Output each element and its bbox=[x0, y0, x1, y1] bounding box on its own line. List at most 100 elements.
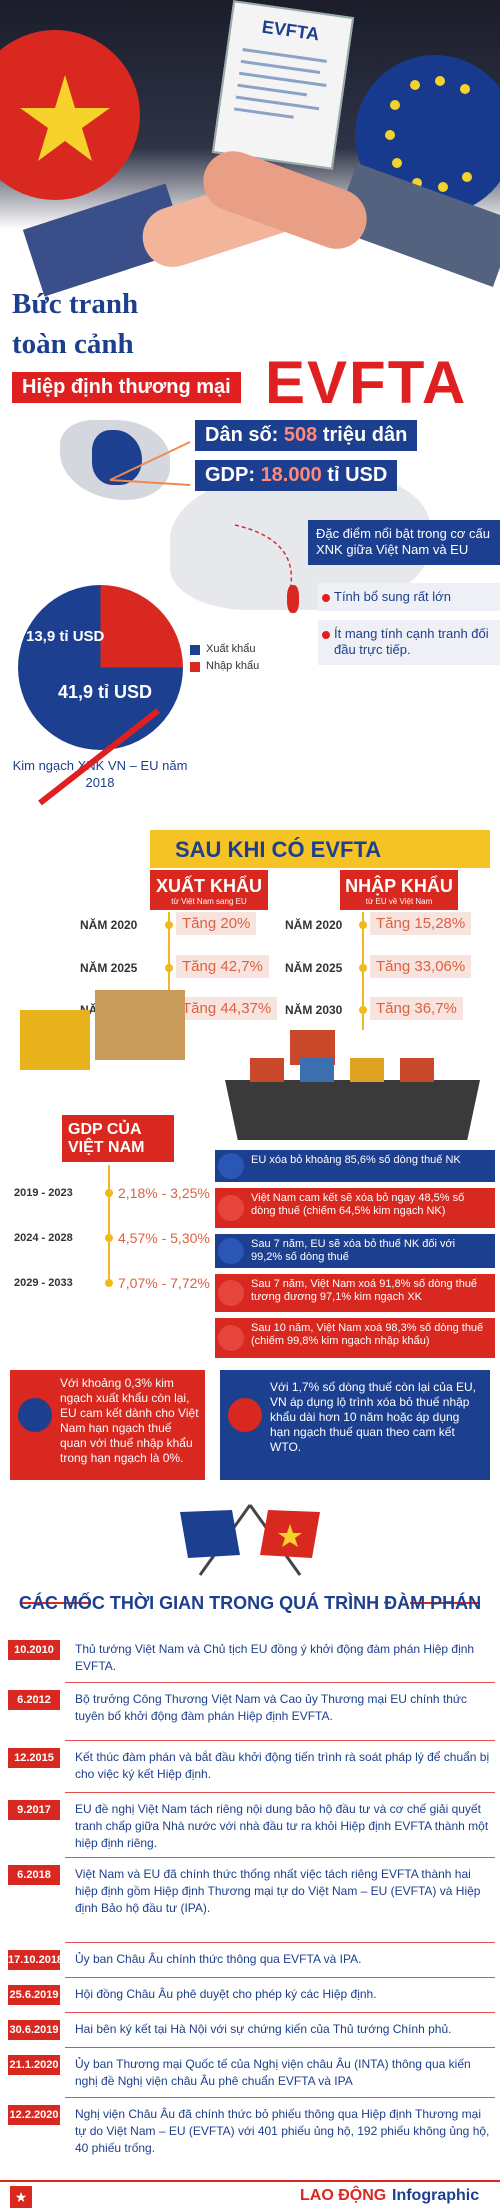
timeline-event-text: Hai bên ký kết tại Hà Nội với sự chứng k… bbox=[75, 2022, 452, 2036]
timeline-event-text: Hội đồng Châu Âu phê duyệt cho phép ký c… bbox=[75, 1987, 377, 2001]
tariff-commitment-row: Sau 7 năm, EU sẽ xóa bỏ thuế NK đối với … bbox=[215, 1234, 495, 1268]
legend-import: Nhập khẩu bbox=[206, 660, 260, 672]
trade-caption: Kim ngạch XNK VN – EU năm 2018 bbox=[12, 758, 188, 790]
gdp-stat: GDP: 18.000 tỉ USD bbox=[195, 460, 398, 491]
bullet-icon bbox=[322, 594, 330, 602]
import-year: NĂM 2025 bbox=[285, 961, 343, 975]
timeline-dot-icon bbox=[359, 921, 367, 929]
vietnam-region-highlight bbox=[287, 585, 299, 613]
import-growth: Tăng 36,7% bbox=[370, 997, 463, 1020]
title-evfta: EVFTA bbox=[265, 349, 468, 416]
import-growth: Tăng 33,06% bbox=[370, 955, 472, 978]
timeline-date-badge: 6.2012 bbox=[8, 1690, 60, 1710]
star-logo-icon: ★ bbox=[10, 2186, 32, 2208]
eu-quota-box: Với khoảng 0,3% kim ngạch xuất khẩu còn … bbox=[10, 1370, 205, 1480]
timeline-event-text: Thủ tướng Việt Nam và Chủ tịch EU đồng ý… bbox=[75, 1642, 475, 1673]
timeline-divider bbox=[65, 2097, 495, 2098]
gdp-growth: 7,07% - 7,72% bbox=[118, 1275, 210, 1291]
timeline-date-badge: 25.6.2019 bbox=[8, 1985, 60, 2005]
population-value: 508 bbox=[283, 424, 318, 446]
timeline-title: CÁC MỐC THỜI GIAN TRONG QUÁ TRÌNH ĐÀM PH… bbox=[18, 1593, 482, 1613]
import-heading: NHẬP KHẨU từ EU về Việt Nam bbox=[340, 870, 458, 910]
timeline-dot-icon bbox=[105, 1234, 113, 1242]
import-year: NĂM 2020 bbox=[285, 918, 343, 932]
gdp-growth: 2,18% - 3,25% bbox=[118, 1185, 210, 1201]
legend-import-swatch bbox=[190, 662, 200, 672]
timeline-dot-icon bbox=[359, 964, 367, 972]
timeline-date-badge: 12.2.2020 bbox=[8, 2105, 60, 2125]
forklift-illustration bbox=[20, 1010, 90, 1070]
timeline-date-badge: 10.2010 bbox=[8, 1640, 60, 1660]
vn-flag-icon bbox=[218, 1325, 244, 1351]
timeline-divider bbox=[65, 1792, 495, 1793]
timeline-divider bbox=[65, 2012, 495, 2013]
cargo-boxes-illustration bbox=[95, 990, 185, 1060]
title-line-1: Bức tranh bbox=[12, 288, 139, 320]
pie-export-label: 41,9 tỉ USD bbox=[58, 682, 153, 702]
footer: ★ LAO ĐỘNG Infographic bbox=[0, 2180, 500, 2212]
population-stat: Dân số: 508 triệu dân bbox=[195, 420, 418, 451]
gdp-period: 2024 - 2028 bbox=[14, 1232, 73, 1244]
brand-name: LAO ĐỘNG bbox=[300, 2187, 387, 2204]
vn-flag-icon bbox=[218, 1280, 244, 1306]
timeline-date-badge: 17.10.2018 bbox=[8, 1950, 63, 1970]
timeline-divider bbox=[65, 1740, 495, 1741]
tariff-commitment-row: EU xóa bỏ khoảng 85,6% số dòng thuế NK bbox=[215, 1150, 495, 1182]
legend-export: Xuất khẩu bbox=[206, 643, 256, 655]
export-growth: Tăng 20% bbox=[176, 912, 257, 935]
gdp-axis-line bbox=[108, 1165, 110, 1285]
features-heading: Đặc điểm nổi bật trong cơ cấu XNK giữa V… bbox=[308, 520, 500, 565]
import-year: NĂM 2030 bbox=[285, 1003, 343, 1017]
timeline-divider bbox=[65, 1857, 495, 1858]
timeline-event-text: Kết thúc đàm phán và bắt đầu khởi động t… bbox=[75, 1750, 490, 1781]
brand-suffix: Infographic bbox=[392, 2187, 480, 2204]
timeline-divider bbox=[65, 2047, 495, 2048]
timeline-event-text: Ủy ban Châu Âu chính thức thông qua EVFT… bbox=[75, 1952, 362, 1966]
crossed-flags-icon bbox=[180, 1504, 320, 1576]
timeline-date-badge: 12.2015 bbox=[8, 1748, 60, 1768]
tariff-commitment-row: Sau 7 năm, Việt Nam xoá 91,8% số dòng th… bbox=[215, 1274, 495, 1312]
export-heading: XUẤT KHẨU từ Việt Nam sang EU bbox=[150, 870, 268, 910]
timeline-date-badge: 6.2018 bbox=[8, 1865, 60, 1885]
evfta-document: EVFTA bbox=[211, 0, 355, 170]
export-year: NĂM 2025 bbox=[80, 961, 138, 975]
timeline-dot-icon bbox=[165, 964, 173, 972]
gdp-period: 2029 - 2033 bbox=[14, 1277, 73, 1289]
timeline-dot-icon bbox=[105, 1189, 113, 1197]
subtitle-badge: Hiệp định thương mại bbox=[12, 372, 241, 403]
cargo-ship-illustration bbox=[225, 1080, 480, 1140]
pie-import-label: 13,9 tỉ USD bbox=[26, 628, 105, 645]
export-growth: Tăng 42,7% bbox=[176, 955, 269, 978]
timeline-event-text: EU đề nghị Việt Nam tách riêng nội dung … bbox=[75, 1802, 489, 1850]
legend-export-swatch bbox=[190, 645, 200, 655]
after-evfta-banner: SAU KHI CÓ EVFTA bbox=[150, 830, 490, 868]
trade-pie-chart bbox=[18, 585, 183, 750]
eu-flag-icon bbox=[218, 1238, 244, 1264]
timeline-date-badge: 30.6.2019 bbox=[8, 2020, 60, 2040]
vietnam-flag-circle bbox=[0, 30, 140, 200]
dashed-route bbox=[234, 524, 292, 591]
tariff-commitment-row: Sau 10 năm, Việt Nam xoá 98,3% số dòng t… bbox=[215, 1318, 495, 1358]
timeline-divider bbox=[65, 1942, 495, 1943]
timeline-event-text: Nghị viện Châu Âu đã chính thức bỏ phiếu… bbox=[75, 2107, 490, 2155]
import-growth: Tăng 15,28% bbox=[370, 912, 472, 935]
timeline-date-badge: 21.1.2020 bbox=[8, 2055, 60, 2075]
tariff-commitment-row: Việt Nam cam kết sẽ xóa bỏ ngay 48,5% số… bbox=[215, 1188, 495, 1228]
vn-flag-icon bbox=[218, 1195, 244, 1221]
feature-1: Tính bổ sung rất lớn bbox=[318, 583, 500, 612]
eu-flag-icon bbox=[18, 1398, 52, 1432]
connector-lines bbox=[109, 441, 191, 486]
timeline-date-badge: 9.2017 bbox=[8, 1800, 60, 1820]
timeline-event-text: Việt Nam và EU đã chính thức thống nhất … bbox=[75, 1867, 481, 1915]
timeline-dot-icon bbox=[165, 921, 173, 929]
hero: EVFTA bbox=[0, 0, 500, 370]
vn-quota-box: Với 1,7% số dòng thuế còn lại của EU, VN… bbox=[220, 1370, 490, 1480]
timeline-divider bbox=[65, 1682, 495, 1683]
gdp-heading: GDP CỦA VIỆT NAM bbox=[62, 1115, 174, 1163]
gdp-value: 18.000 bbox=[260, 464, 322, 486]
timeline-dot-icon bbox=[359, 1006, 367, 1014]
export-year: NĂM 2020 bbox=[80, 918, 138, 932]
export-growth: Tăng 44,37% bbox=[176, 997, 278, 1020]
title-line-2: toàn cảnh bbox=[12, 328, 134, 360]
timeline-divider bbox=[65, 1977, 495, 1978]
